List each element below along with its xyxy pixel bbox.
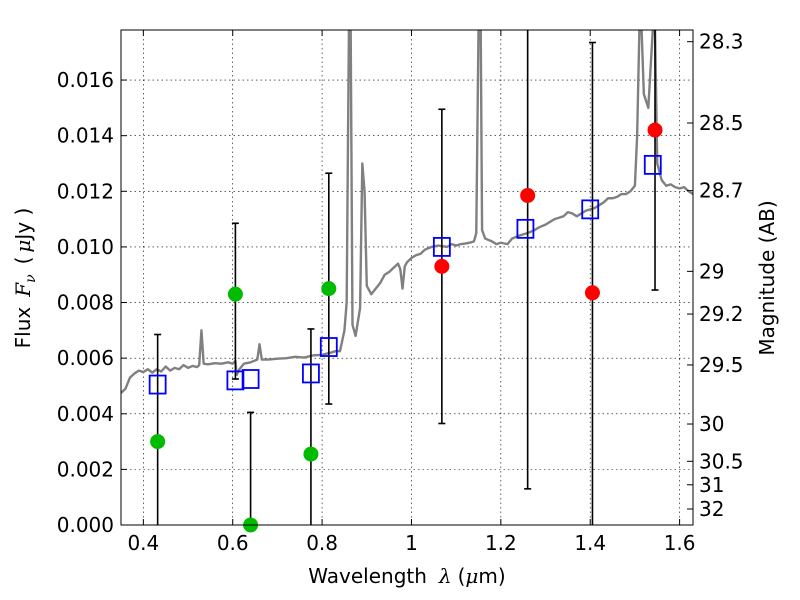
y2-tick-label: 32 [699,497,724,521]
spectrum-line [121,30,693,394]
y-tick-label: 0.010 [57,235,114,259]
y2-tick-label: 28.7 [699,179,744,203]
green-point-marker [150,434,166,450]
y2-tick-label: 31 [699,473,724,497]
model-square-marker [432,237,451,257]
model-square-marker [148,374,167,395]
y-tick-label: 0.008 [57,291,114,315]
model-square-marker [319,337,338,357]
x-tick-label: 0.6 [217,531,249,555]
red-point-marker [520,187,536,203]
model-square-marker [302,363,320,384]
axis-ticks [121,30,693,526]
marker-layer [148,122,663,533]
tick-labels: 0.4 0.6 0.8 1 1.2 1.4 1.6 0.000 0.002 0.004 0.006 0… [57,30,744,555]
y2-tick-label: 30 [699,412,724,436]
red-point-marker [434,258,450,274]
model-square-marker [241,369,260,389]
x-axis-label: Wavelength λ (μm) [308,564,505,588]
y-tick-label: 0.016 [57,68,114,92]
y2-axis-label: Magnitude (AB) [755,200,779,355]
grid [121,30,693,526]
x-tick-label: 1.4 [574,531,606,555]
model-square-marker [643,154,662,175]
x-tick-label: 0.8 [306,531,338,555]
y2-tick-label: 29.2 [699,302,744,326]
green-point-marker [321,281,337,297]
plot-frame [120,29,694,526]
y2-tick-label: 30.5 [699,449,744,473]
green-point-marker [303,446,319,462]
green-point-marker [227,286,243,302]
x-tick-label: 1.2 [485,531,517,555]
y2-tick-label: 28.3 [699,30,744,54]
spectrum-layer [121,30,693,394]
x-tick-label: 0.4 [127,531,159,555]
y-tick-label: 0.002 [57,457,114,481]
red-point-marker [584,285,600,301]
x-tick-label: 1.6 [664,531,696,555]
y-tick-label: 0.004 [57,402,114,426]
y-tick-label: 0.006 [57,346,114,370]
model-square-marker [516,218,535,239]
y2-tick-label: 29.5 [699,353,744,377]
red-point-marker [647,122,663,138]
plot-background [121,30,693,525]
x-tick-label: 1 [405,531,418,555]
y2-tick-label: 28.5 [699,111,744,135]
y-tick-label: 0.014 [57,124,114,148]
y-axis-label: FluxFν(μJy ) [11,208,39,349]
y2-tick-label: 29 [699,259,724,283]
model-square-marker [581,199,600,220]
y-tick-label: 0.012 [57,179,114,203]
y-tick-label: 0.000 [57,513,114,537]
